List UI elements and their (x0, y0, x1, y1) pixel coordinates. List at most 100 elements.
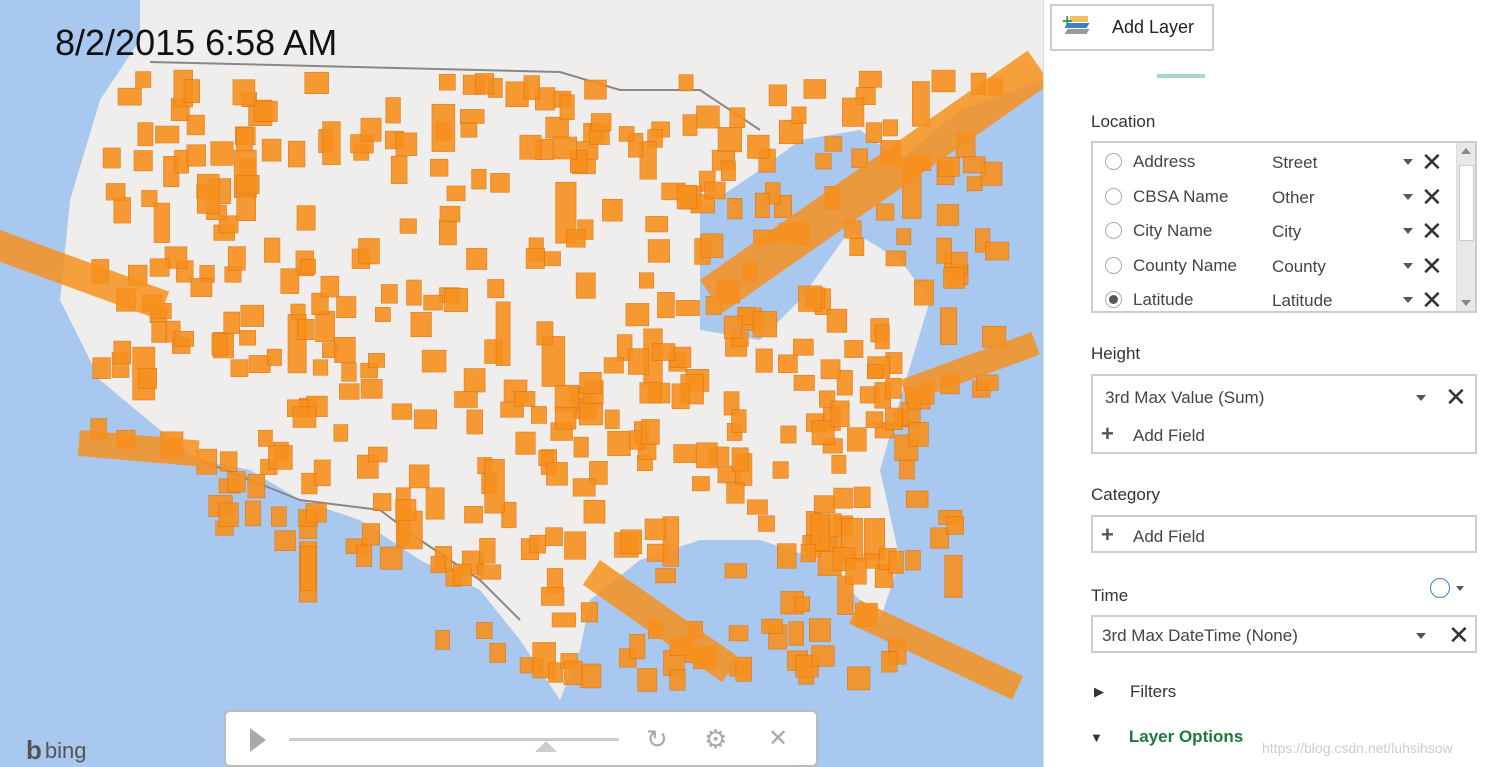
chevron-down-icon[interactable] (1403, 228, 1413, 234)
data-bar (247, 474, 266, 499)
border-line (149, 61, 761, 131)
data-bar (406, 279, 422, 306)
data-bar (899, 332, 1040, 403)
data-bar (287, 140, 306, 168)
data-bar (881, 650, 898, 673)
chevron-down-icon[interactable] (1416, 633, 1426, 639)
remove-icon[interactable]: ✕ (1421, 147, 1443, 177)
field-name: City Name (1133, 221, 1213, 240)
watermark: https://blog.csdn.net/luhsihsow (1262, 740, 1453, 756)
radio-button[interactable] (1105, 222, 1122, 239)
data-bar (583, 500, 606, 524)
add-layer-button[interactable]: + Add Layer (1050, 4, 1214, 51)
location-row[interactable]: Address Street ✕ (1093, 145, 1457, 179)
plus-icon: + (1101, 522, 1114, 547)
data-bar (489, 643, 506, 663)
data-bar (752, 311, 778, 338)
remove-icon[interactable]: ✕ (1448, 620, 1470, 650)
data-bar (780, 425, 797, 444)
time-field[interactable]: 3rd Max DateTime (None) (1102, 626, 1298, 645)
add-field-button[interactable]: Add Field (1133, 426, 1205, 445)
refresh-icon[interactable]: ↻ (646, 724, 668, 754)
height-field[interactable]: 3rd Max Value (Sum) (1105, 388, 1265, 407)
data-bar (657, 292, 675, 319)
data-bar (696, 442, 718, 469)
data-bar (538, 449, 554, 466)
location-row[interactable]: County Name County ✕ (1093, 249, 1457, 283)
data-bar (696, 105, 720, 129)
chevron-down-icon[interactable] (1416, 395, 1426, 401)
remove-icon[interactable]: ✕ (1421, 181, 1443, 212)
filters-section-toggle[interactable]: ▶ Filters (1094, 682, 1177, 701)
caret-right-icon: ▶ (1094, 684, 1104, 699)
location-row[interactable]: City Name City ✕ (1093, 214, 1457, 248)
geo-type[interactable]: City (1272, 222, 1302, 241)
data-bar (519, 134, 542, 160)
scroll-thumb[interactable] (1459, 165, 1474, 241)
remove-icon[interactable]: ✕ (1421, 216, 1443, 246)
gear-icon[interactable]: ⚙ (704, 724, 728, 754)
data-bar (385, 97, 401, 124)
data-bar (268, 445, 293, 470)
close-icon[interactable]: ✕ (768, 725, 789, 752)
data-bar (322, 121, 341, 165)
geo-type[interactable]: County (1272, 256, 1326, 276)
data-bar (836, 370, 853, 396)
data-bar (931, 69, 956, 93)
map-view[interactable]: 8/2/2015 6:58 AM b bing ↻ ⚙ ✕ (0, 0, 1043, 767)
geo-type[interactable]: Street (1272, 153, 1318, 172)
radio-button[interactable] (1105, 187, 1122, 205)
data-bar (414, 409, 437, 430)
data-bar (811, 645, 835, 667)
data-bar (361, 523, 380, 546)
scroll-down-icon[interactable] (1461, 300, 1471, 306)
chevron-down-icon[interactable] (1403, 159, 1413, 165)
clock-icon[interactable] (1430, 578, 1450, 598)
geo-type[interactable]: Other (1272, 187, 1315, 207)
data-bar (747, 134, 770, 159)
radio-button[interactable] (1105, 153, 1122, 170)
data-bar (905, 490, 929, 508)
data-bar (761, 618, 783, 634)
data-bar (735, 656, 752, 682)
data-bar (727, 197, 743, 220)
scrollbar[interactable] (1456, 143, 1475, 311)
chevron-down-icon[interactable] (1456, 586, 1464, 591)
radio-button[interactable] (1105, 291, 1122, 308)
radio-button[interactable] (1105, 256, 1122, 274)
data-bar (976, 374, 999, 391)
remove-icon[interactable]: ✕ (1421, 250, 1443, 281)
location-row[interactable]: Latitude Latitude ✕ (1093, 283, 1457, 317)
timeline-thumb[interactable] (535, 741, 558, 752)
remove-icon[interactable]: ✕ (1421, 285, 1443, 315)
data-bar (151, 321, 168, 343)
data-bar (270, 506, 287, 527)
location-row[interactable]: CBSA Name Other ✕ (1093, 180, 1457, 214)
geo-type[interactable]: Latitude (1272, 291, 1333, 310)
data-bar (466, 247, 488, 270)
data-bar (245, 500, 261, 527)
add-field-button[interactable]: Add Field (1133, 527, 1205, 546)
layer-options-section-toggle[interactable]: ▼ Layer Options (1090, 727, 1244, 746)
data-bar (239, 330, 257, 346)
data-bar (137, 122, 154, 147)
chevron-down-icon[interactable] (1403, 297, 1413, 303)
play-icon[interactable] (250, 728, 266, 752)
data-bar (430, 555, 446, 574)
data-bar (728, 625, 749, 642)
data-bar (639, 272, 655, 289)
data-bar (240, 304, 265, 327)
chevron-down-icon[interactable] (1403, 193, 1413, 200)
data-bar (896, 228, 912, 245)
field-name: CBSA Name (1133, 186, 1229, 206)
data-bar (439, 219, 457, 246)
timeline-slider[interactable] (289, 738, 619, 741)
scroll-up-icon[interactable] (1461, 148, 1471, 154)
chevron-down-icon[interactable] (1403, 262, 1413, 269)
data-bar (607, 430, 631, 457)
data-bar (236, 127, 253, 152)
data-bar (274, 530, 296, 551)
data-bar (339, 383, 360, 400)
data-bar (655, 568, 676, 584)
remove-icon[interactable]: ✕ (1445, 382, 1467, 412)
